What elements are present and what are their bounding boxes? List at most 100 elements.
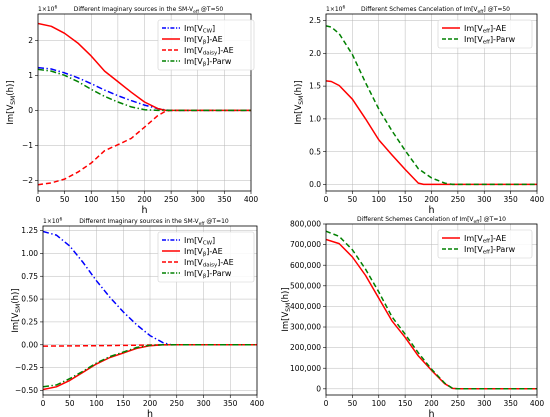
multiplier-exponent: 6	[54, 5, 57, 11]
x-tick-label: 300	[477, 399, 492, 408]
x-tick-label: 200	[143, 399, 158, 408]
series-group	[326, 230, 537, 390]
series-line-3	[38, 109, 251, 186]
title-subscript: eff	[474, 219, 481, 225]
x-tick-label: 150	[398, 195, 413, 204]
y-axis-label: Im[VSM(h)]	[294, 80, 305, 124]
y-tick-label: 200,000	[290, 343, 321, 352]
legend-label-subscript: daisy	[203, 263, 218, 269]
x-tick-label: 400	[530, 195, 545, 204]
y-tick-label: 0.5	[309, 147, 321, 156]
x-tick-label: 150	[398, 399, 413, 408]
title-subscript: eff	[199, 221, 206, 227]
legend-label-tail: ]-AE	[217, 46, 233, 55]
series-line-4	[38, 68, 251, 112]
legend-label-2: Im[Vβ]-AE	[184, 35, 223, 46]
x-tick-label: 50	[348, 399, 358, 408]
series-line-4	[43, 344, 257, 388]
legend-label-tail: ]	[212, 236, 215, 245]
legend-label-subscript: CW	[203, 29, 213, 35]
legend-label-subscript: eff	[483, 250, 490, 256]
axis-multiplier: 1×106	[43, 217, 62, 226]
title-subscript: eff	[193, 9, 200, 15]
y-tick-label: −0.50	[15, 386, 38, 395]
legend-label-2: Im[Vβ]-AE	[184, 247, 223, 258]
x-tick-label: 200	[424, 195, 439, 204]
legend-label-tail: ]	[212, 24, 215, 33]
chart-2: 0 50 100 150 200 250 300 350 400 0.0 0.5 1.0 1.5 2.0 2…	[294, 5, 544, 217]
legend-label-main: Im[V	[464, 245, 483, 254]
x-tick-label: 150	[111, 195, 126, 204]
ylabel-main: Im[V	[281, 312, 291, 332]
legend-label-1: Im[Veff]-AE	[464, 234, 506, 245]
x-tick-label: 300	[196, 399, 211, 408]
y-tick-label: −2	[22, 176, 33, 185]
y-tick-label: 0.50	[21, 295, 38, 304]
y-tick-label: 600,000	[290, 261, 321, 270]
x-tick-label: 300	[191, 195, 206, 204]
ylabel-main: Im[V	[294, 105, 304, 125]
legend-label-2: Im[Veff]-Parw	[464, 245, 516, 256]
x-tick-label: 0	[324, 195, 329, 204]
x-tick-label: 100	[372, 195, 387, 204]
x-tick-label: 400	[250, 399, 265, 408]
title-main: Different Imaginary sources in the SM-V	[74, 6, 194, 13]
ylabel-subscript: SM	[10, 96, 17, 105]
chart-title: Different Imaginary sources in the SM-Ve…	[74, 6, 224, 15]
legend-box	[157, 19, 255, 71]
y-tick-label: 1.0	[309, 114, 321, 123]
y-tick-label: 2.0	[309, 49, 321, 58]
x-tick-label: 350	[503, 195, 518, 204]
legend-label-main: Im[V	[184, 247, 203, 256]
chart-3: 0 50 100 150 200 250 300 350 400 −0.50 −0.25 0.00 0.…	[11, 217, 264, 417]
legend-label-tail: ]-AE	[206, 247, 222, 256]
chart-title: Different Schemes Cancelation of Im[Veff…	[357, 216, 506, 225]
legend-label-subscript: eff	[483, 29, 490, 35]
legend-label-main: Im[V	[184, 269, 203, 278]
series-group	[43, 230, 257, 391]
x-tick-label: 250	[170, 399, 185, 408]
x-tick-label: 50	[60, 195, 70, 204]
series-group	[38, 22, 251, 186]
chart-title: Different Imaginary sources in the SM-Ve…	[79, 218, 229, 227]
y-tick-label: 700,000	[290, 240, 321, 249]
y-tick-label: 0.0	[309, 180, 321, 189]
y-tick-label: 1.00	[21, 249, 38, 258]
y-tick-label: 0.25	[21, 318, 38, 327]
legend-label-subscript: CW	[203, 241, 213, 247]
y-tick-label: 100,000	[290, 364, 321, 373]
x-tick-label: 300	[477, 195, 492, 204]
multiplier-exponent: 6	[342, 5, 345, 11]
y-tick-label: 300,000	[290, 323, 321, 332]
legend-label-main: Im[V	[184, 236, 203, 245]
y-tick-label: 500,000	[290, 281, 321, 290]
multiplier-base: 1×10	[326, 6, 343, 13]
title-main: Different Schemes Cancelation of Im[V	[357, 216, 474, 223]
legend-box	[437, 229, 533, 259]
legend-label-main: Im[V	[184, 46, 203, 55]
x-tick-label: 400	[244, 195, 259, 204]
ylabel-tail: (h)]	[281, 287, 291, 302]
legend-label-1: Im[Veff]-AE	[464, 24, 506, 35]
y-tick-label: 2.5	[309, 16, 321, 25]
chart-title: Different Schemes Cancelation of Im[Veff…	[361, 6, 510, 15]
legend-label-main: Im[V	[464, 234, 483, 243]
legend-label-main: Im[V	[464, 24, 483, 33]
x-tick-label: 350	[503, 399, 518, 408]
legend-label-4: Im[Vβ]-Parw	[184, 57, 232, 68]
title-tail: ] @T=10	[479, 216, 506, 223]
ylabel-tail: (h)]	[294, 80, 304, 95]
chart-1: 0 50 100 150 200 250 300 350 400 −2 −1 0 1 2 1×106 Diff…	[6, 5, 258, 217]
legend-label-1: Im[VCW]	[184, 24, 215, 35]
x-tick-label: 200	[424, 399, 439, 408]
ylabel-subscript: SM	[15, 304, 22, 313]
legend-label-main: Im[V	[184, 24, 203, 33]
legend-label-2: Im[Veff]-Parw	[464, 35, 516, 46]
x-tick-label: 0	[36, 195, 41, 204]
ylabel-subscript: SM	[298, 96, 305, 105]
multiplier-base: 1×10	[43, 218, 60, 225]
legend-label-4: Im[Vβ]-Parw	[184, 269, 232, 280]
legend-label-main: Im[V	[184, 35, 203, 44]
